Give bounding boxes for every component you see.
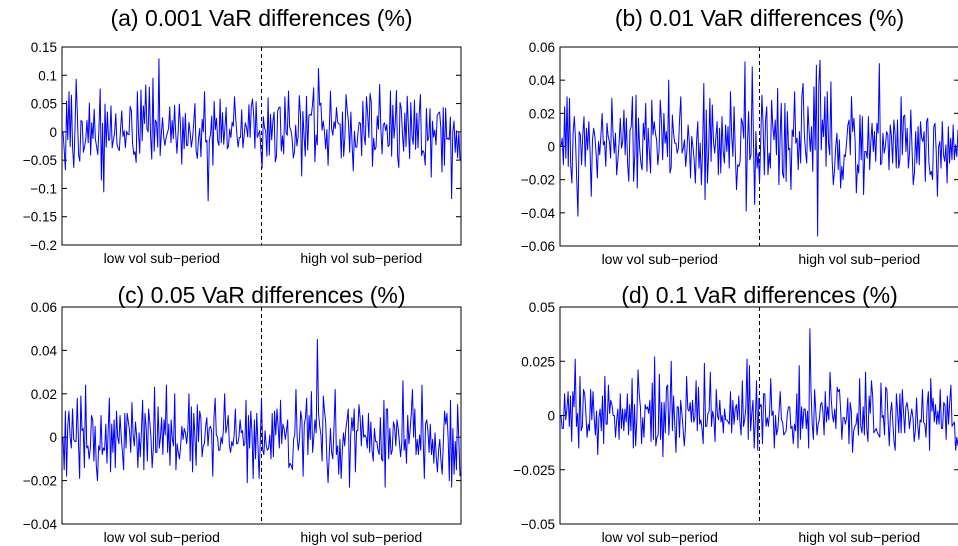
y-tick-label: 0.05 [31,97,57,112]
y-tick-label: −0.15 [23,210,57,225]
high-vol-label: high vol sub−period [798,529,920,545]
y-tick-label: −0.06 [521,239,555,254]
y-tick-label: −0.05 [521,517,555,532]
chart-title: (d) 0.1 VaR differences (%) [621,282,898,308]
y-tick-label: 0.06 [529,40,555,55]
y-tick-label: −0.05 [23,153,57,168]
y-tick-label: −0.04 [521,206,556,221]
y-tick-label: 0.025 [521,354,555,369]
y-tick-label: −0.2 [30,238,57,253]
y-tick-label: 0.04 [31,343,58,358]
low-vol-label: low vol sub−period [104,529,220,545]
y-tick-label: 0.04 [529,73,556,88]
series-line [560,59,958,237]
y-tick-label: 0.05 [529,300,555,315]
y-tick-label: 0 [547,140,555,155]
chart-panel: (a) 0.001 VaR differences (%) −0.2 −0.15 −0… [23,5,462,266]
series-line [62,58,461,202]
series-line [62,339,461,488]
chart-title: (c) 0.05 VaR differences (%) [117,282,405,308]
low-vol-label: low vol sub−period [602,529,718,545]
chart-title: (b) 0.01 VaR differences (%) [615,5,904,31]
high-vol-label: high vol sub−period [300,529,422,545]
chart-title: (a) 0.001 VaR differences (%) [110,5,412,31]
high-vol-label: high vol sub−period [300,250,422,266]
chart-panel: (b) 0.01 VaR differences (%) −0.06 −0.04 −0… [521,5,958,267]
y-tick-label: 0 [49,125,57,140]
y-tick-label: −0.04 [23,517,58,532]
y-tick-label: −0.02 [23,474,57,489]
y-tick-label: 0 [49,430,57,445]
y-tick-label: 0.06 [31,300,57,315]
chart-panel: (d) 0.1 VaR differences (%) −0.05 −0.025 0 0… [513,282,958,545]
y-tick-label: 0.02 [529,106,555,121]
chart-panel: (c) 0.05 VaR differences (%) −0.04 −0.02 0 0… [23,282,462,545]
y-tick-label: 0.1 [38,68,57,83]
y-tick-label: 0.15 [31,40,57,55]
high-vol-label: high vol sub−period [798,251,920,267]
y-tick-label: 0.02 [31,387,57,402]
low-vol-label: low vol sub−period [104,250,220,266]
low-vol-label: low vol sub−period [602,251,718,267]
y-tick-label: 0 [547,409,555,424]
series-line [560,328,958,458]
y-tick-label: −0.025 [513,463,555,478]
y-tick-label: −0.1 [30,181,57,196]
y-tick-label: −0.02 [521,173,555,188]
